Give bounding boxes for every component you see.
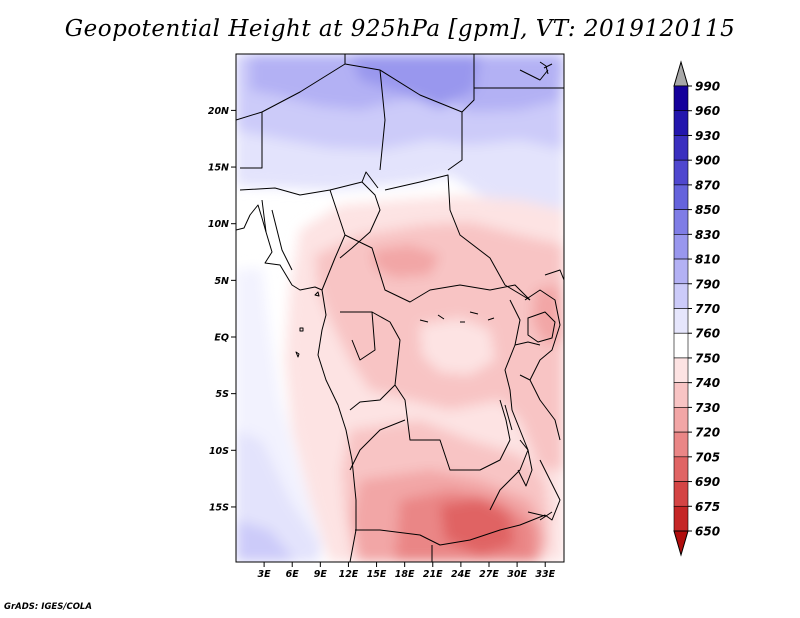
colorbar-label: 810: [695, 253, 720, 267]
colorbar-swatch: [673, 110, 689, 136]
colorbar-label: 690: [695, 475, 720, 489]
colorbar-label: 770: [695, 302, 720, 316]
colorbar-label: 900: [695, 154, 720, 168]
colorbar-swatch: [673, 456, 689, 482]
colorbar-swatch: [673, 431, 689, 458]
colorbar-swatch: [673, 234, 689, 260]
borders: [236, 54, 564, 562]
colorbar-swatch: [673, 258, 689, 285]
y-tick-label: 5N: [214, 276, 229, 287]
colorbar-swatch: [673, 382, 689, 408]
x-axis-ticks: 3E 6E 9E 12E 15E 18E 21E 24E 27E 30E 33E: [258, 562, 556, 580]
map-area: [236, 54, 564, 562]
y-tick-label: 15S: [209, 502, 229, 513]
colorbar-swatch: [673, 184, 689, 210]
x-tick-label: 21E: [423, 569, 443, 580]
colorbar-label: 650: [695, 525, 720, 539]
y-tick-label: 5S: [216, 389, 230, 400]
x-tick-label: 24E: [451, 569, 471, 580]
colorbar-swatch: [673, 407, 689, 433]
colorbar-swatch: [673, 209, 689, 235]
colorbar-label: 990: [695, 80, 720, 94]
colorbar-label: 705: [695, 450, 720, 464]
x-tick-label: 18E: [395, 569, 415, 580]
colorbar-swatch: [673, 85, 689, 112]
colorbar-swatch: [673, 135, 689, 161]
colorbar-swatch: [673, 159, 689, 186]
colorbar-top-arrow: [673, 60, 689, 87]
colorbar-bottom-arrow: [673, 530, 689, 557]
colorbar-swatch: [673, 332, 689, 359]
x-tick-label: 33E: [535, 569, 555, 580]
y-tick-label: 15N: [208, 163, 229, 174]
colorbar-label: 960: [695, 104, 720, 118]
colorbar-label: 760: [695, 327, 720, 341]
colorbar-label: 830: [695, 228, 720, 242]
colorbar-swatch: [673, 481, 689, 507]
colorbar-swatch: [673, 505, 689, 532]
colorbar-label: 675: [695, 500, 720, 514]
x-tick-label: 30E: [507, 569, 527, 580]
colorbar-label: 850: [695, 203, 720, 217]
colorbar-label: 790: [695, 277, 720, 291]
y-tick-label: EQ: [214, 333, 229, 344]
x-tick-label: 15E: [367, 569, 387, 580]
y-tick-label: 10N: [208, 219, 229, 230]
colorbar-label: 720: [695, 426, 720, 440]
y-tick-label: 10S: [209, 446, 229, 457]
map-frame: [235, 53, 565, 563]
x-tick-label: 3E: [258, 569, 272, 580]
colorbar-swatch: [673, 283, 689, 309]
height-field: [236, 54, 564, 562]
credit-text: GrADS: IGES/COLA: [4, 602, 92, 612]
x-tick-label: 27E: [479, 569, 499, 580]
colorbar-label: 750: [695, 351, 720, 365]
x-tick-label: 12E: [339, 569, 359, 580]
map-title: Geopotential Height at 925hPa [gpm], VT:…: [64, 16, 736, 42]
y-tick-label: 20N: [208, 106, 229, 117]
colorbar-swatch: [673, 308, 689, 334]
x-tick-label: 9E: [314, 569, 328, 580]
colorbar-label: 930: [695, 129, 720, 143]
colorbar-swatch: [673, 357, 689, 383]
y-axis-ticks: 20N 15N 10N 5N EQ 5S 10S 15S: [208, 106, 236, 513]
colorbar-label: 870: [695, 178, 720, 192]
colorbar-label: 740: [695, 376, 720, 390]
x-tick-label: 6E: [286, 569, 300, 580]
colorbar: 990 960 930 900 870 850 830 810 790 770 760 750 740 7…: [673, 60, 720, 557]
colorbar-label: 730: [695, 401, 720, 415]
